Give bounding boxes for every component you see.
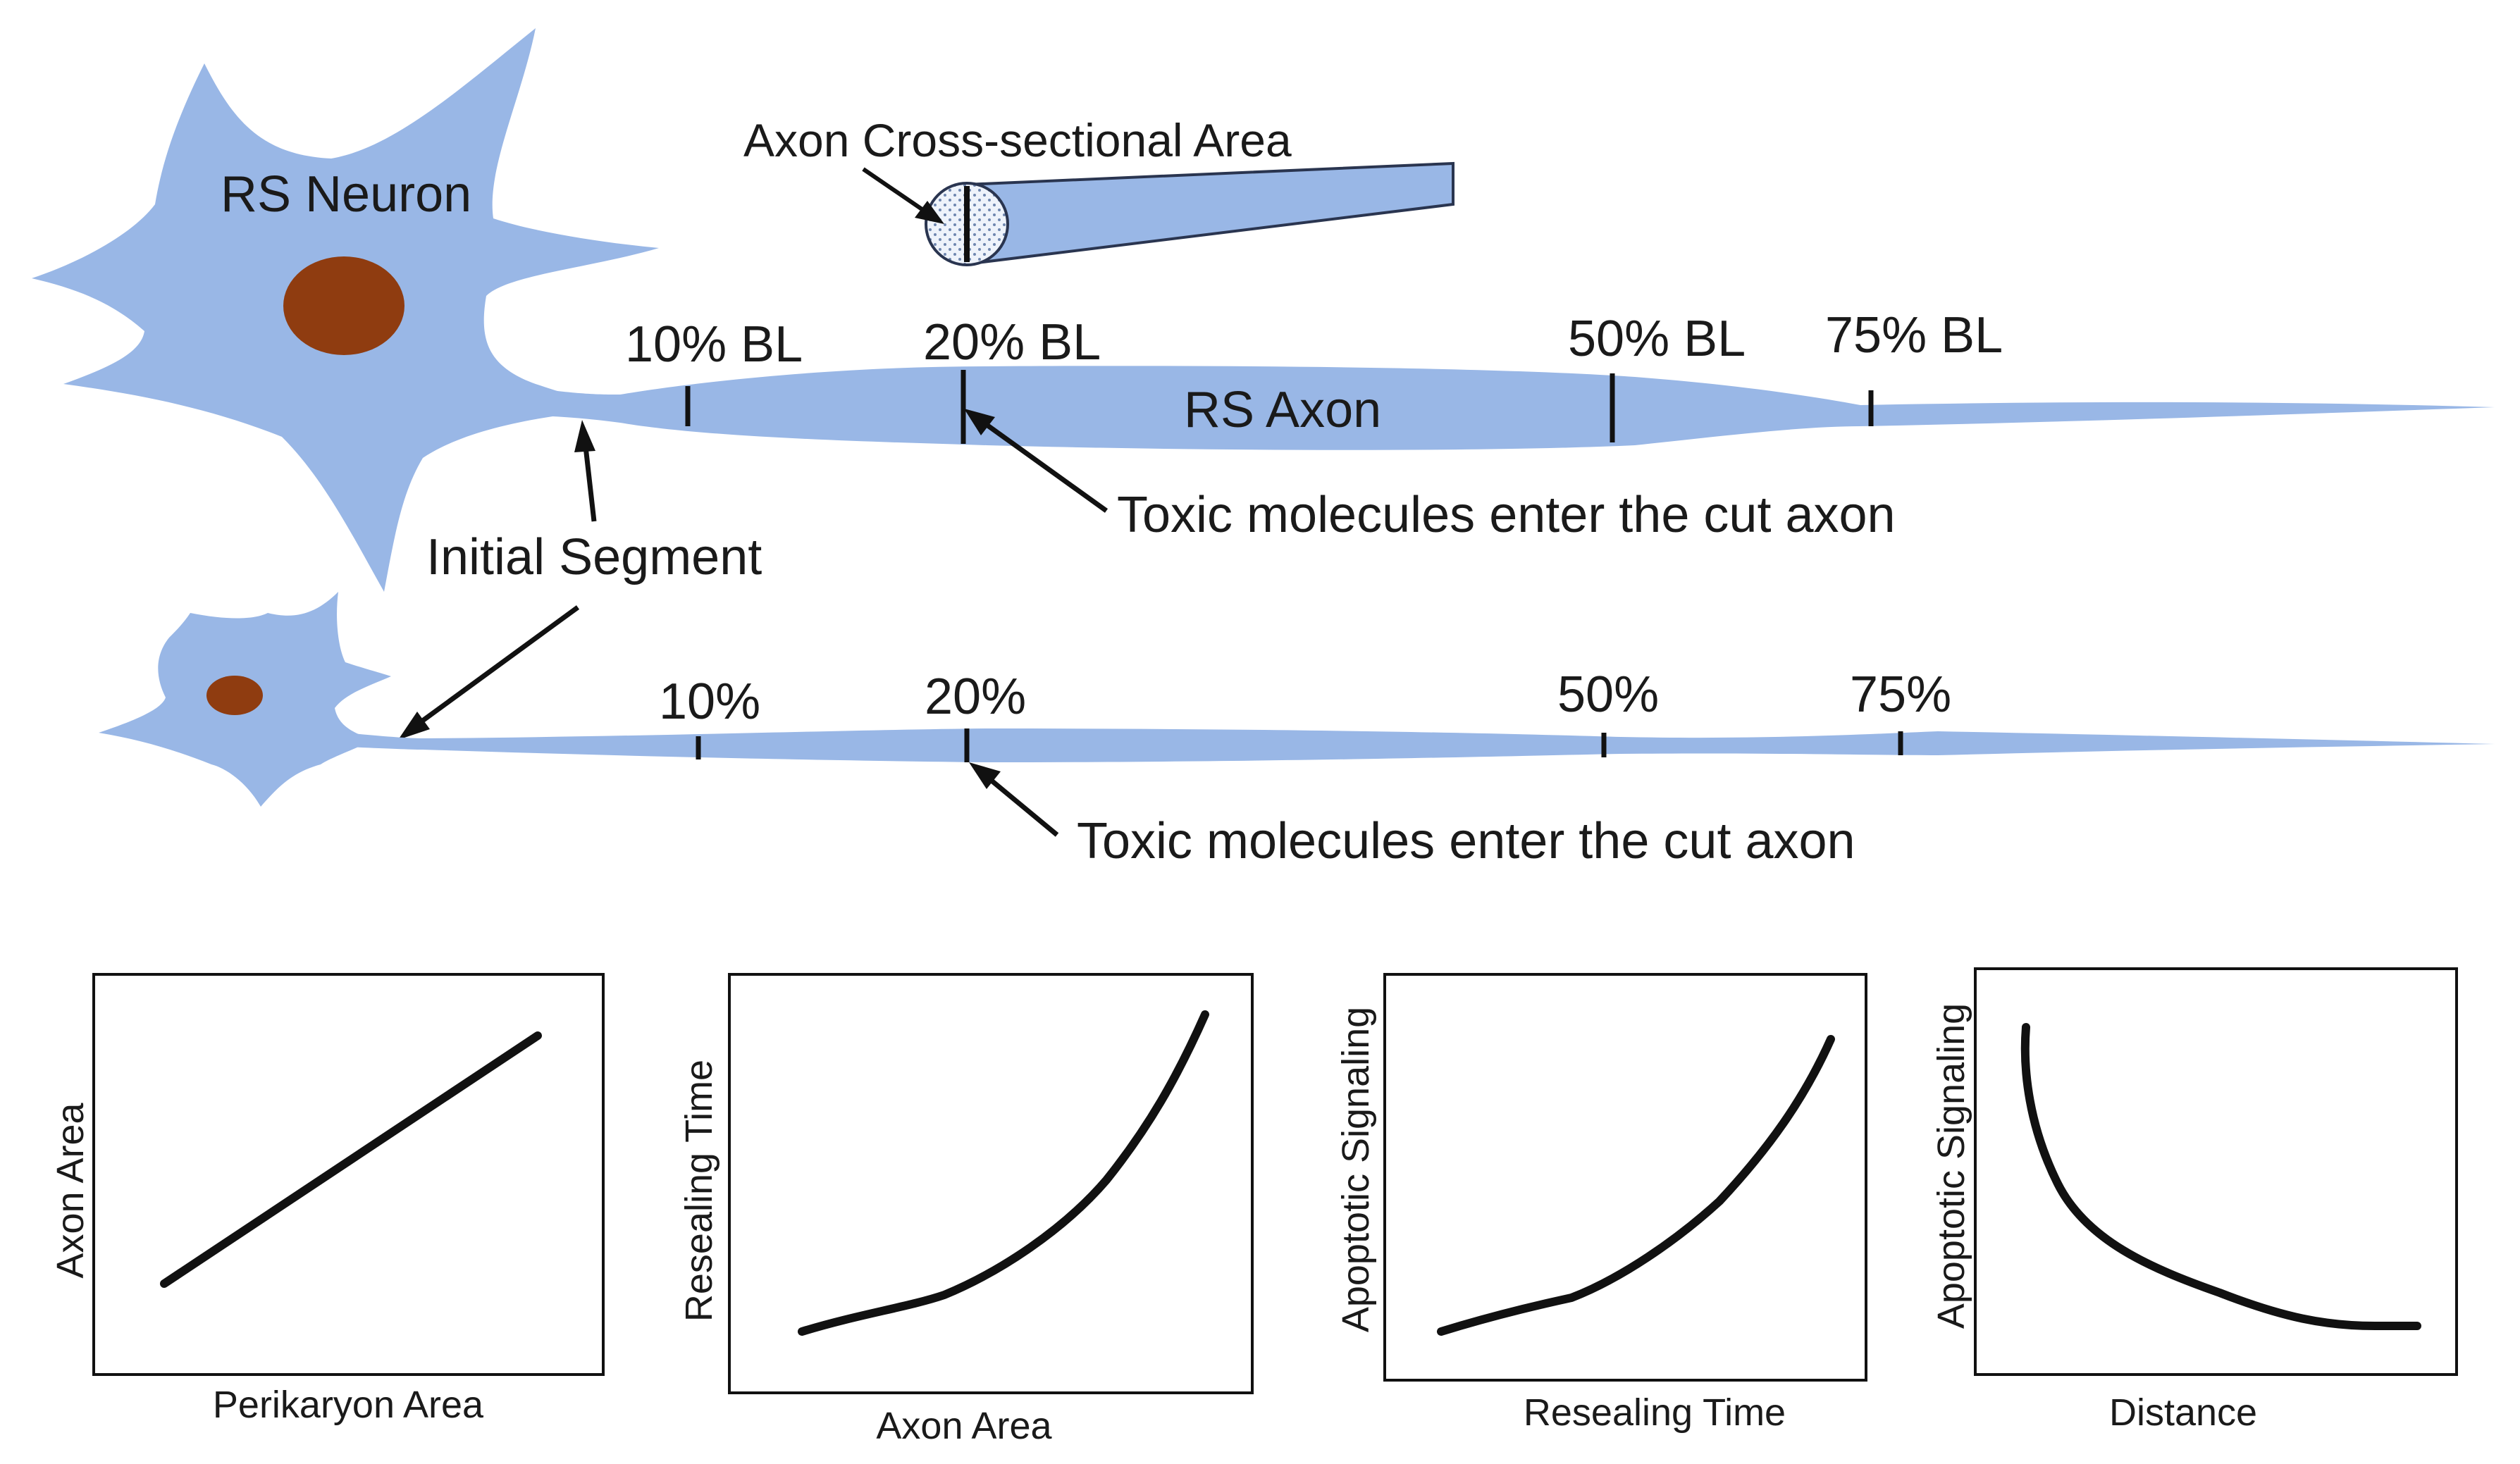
toxic-arrow-bottom xyxy=(969,762,1059,837)
graph-2-ylabel: Resealing Time xyxy=(678,1060,720,1322)
marker-label-75-bl: 75% BL xyxy=(1825,307,2003,364)
marker-label-10-bl: 10% BL xyxy=(625,316,803,373)
axon-label: RS Axon xyxy=(1184,382,1381,438)
graph-1-frame xyxy=(92,973,605,1376)
large-axon xyxy=(493,366,2495,450)
graph-3: Resealing Time Apoptotic Signaling xyxy=(1335,973,1867,1434)
small-axon-markers xyxy=(696,728,1903,762)
cross-section-tube xyxy=(964,161,1454,266)
graph-3-curve xyxy=(1437,1035,1835,1336)
graph-1: Perikaryon Area Axon Area xyxy=(49,973,605,1426)
small-axon xyxy=(345,728,2495,762)
small-neuron-nucleus xyxy=(206,676,263,715)
graph-4-curve xyxy=(2020,1023,2421,1330)
graph-2-curve xyxy=(798,1010,1209,1336)
graph-1-curve xyxy=(160,1031,542,1288)
marker-label-10: 10% xyxy=(659,674,760,730)
marker-label-75: 75% xyxy=(1850,666,1951,723)
toxic-arrow-top xyxy=(964,409,1108,513)
graph-4-xlabel: Distance xyxy=(2109,1391,2257,1434)
graph-4: Distance Apoptotic Signaling xyxy=(1930,967,2458,1434)
initial-segment-arrow-down xyxy=(398,605,580,740)
toxic-label-bottom: Toxic molecules enter the cut axon xyxy=(1077,813,1855,869)
graph-1-xlabel: Perikaryon Area xyxy=(213,1384,484,1426)
cross-section xyxy=(925,161,1454,266)
small-neuron xyxy=(99,592,391,807)
graph-1-ylabel: Axon Area xyxy=(49,1102,92,1278)
graph-2-frame xyxy=(728,973,1254,1394)
initial-segment-arrow-up xyxy=(574,420,597,522)
graph-2-xlabel: Axon Area xyxy=(876,1405,1052,1447)
cross-section-label: Axon Cross-sectional Area xyxy=(743,114,1292,166)
graph-3-ylabel: Apoptotic Signaling xyxy=(1335,1007,1377,1332)
marker-label-20: 20% xyxy=(925,669,1026,725)
large-neuron-nucleus xyxy=(283,256,404,355)
graph-4-ylabel: Apoptotic Signaling xyxy=(1930,1003,1972,1329)
large-neuron: RS Neuron xyxy=(32,28,659,592)
marker-label-20-bl: 20% BL xyxy=(923,314,1101,371)
graph-3-xlabel: Resealing Time xyxy=(1524,1391,1786,1434)
marker-label-50: 50% xyxy=(1557,666,1659,723)
cross-section-arrow xyxy=(862,167,944,224)
graph-2: Axon Area Resealing Time xyxy=(678,973,1254,1447)
graph-3-frame xyxy=(1383,973,1867,1382)
large-axon-markers xyxy=(685,370,1874,444)
marker-label-50-bl: 50% BL xyxy=(1568,311,1746,367)
large-neuron-label: RS Neuron xyxy=(221,166,471,223)
toxic-label-top: Toxic molecules enter the cut axon xyxy=(1117,487,1896,543)
graph-4-frame xyxy=(1974,967,2458,1376)
initial-segment-label: Initial Segment xyxy=(426,529,762,585)
